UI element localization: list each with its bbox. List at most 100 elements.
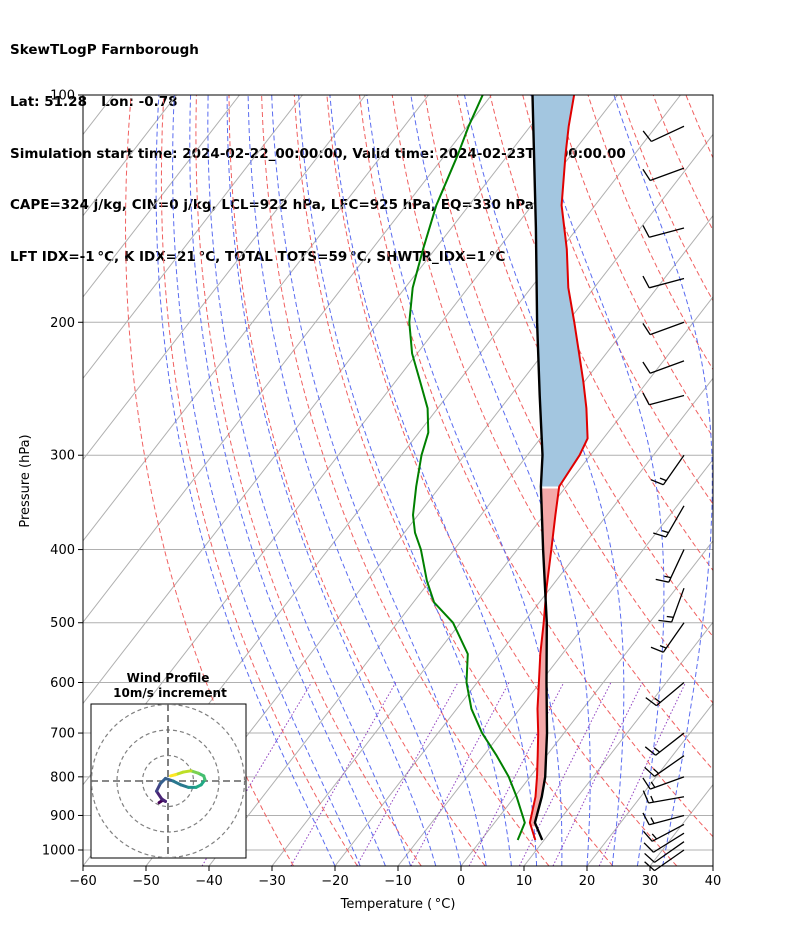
- y-axis-label: Pressure (hPa): [18, 434, 33, 527]
- wind-barb-flag: [644, 746, 657, 756]
- wind-barb-flag: [653, 532, 667, 538]
- wind-barb: [644, 849, 685, 872]
- y-tick-label: 700: [50, 727, 75, 742]
- wind-barb-flag: [642, 323, 651, 335]
- x-tick-label: 20: [579, 874, 596, 889]
- dry-adiabat: [652, 95, 713, 232]
- dry-adiabat: [587, 95, 713, 371]
- wind-barb-flag: [642, 812, 650, 826]
- isotherm-line: [271, 296, 713, 866]
- y-tick-label: 500: [50, 616, 75, 631]
- wind-barb-shaft: [649, 227, 685, 238]
- moist-adiabat: [155, 95, 336, 866]
- wind-barb-half-flag: [666, 615, 674, 618]
- x-tick-label: 10: [516, 874, 533, 889]
- wind-barb-flag: [642, 225, 650, 238]
- wind-barb-flag: [650, 479, 664, 486]
- isotherm-line: [208, 214, 713, 866]
- wind-barbs: [642, 125, 685, 872]
- wind-barb-half-flag: [650, 817, 655, 824]
- mixing-ratio-line: [598, 682, 687, 866]
- wind-barb-flag: [645, 697, 657, 707]
- wind-barb-flag: [642, 830, 653, 842]
- y-tick-label: 600: [50, 676, 75, 691]
- x-tick-label: −20: [321, 874, 348, 889]
- hodograph-inset: Wind Profile 10m/s increment: [90, 671, 247, 859]
- x-tick-label: −30: [258, 874, 285, 889]
- y-tick-label: 100: [50, 89, 75, 104]
- isotherm-line: [523, 621, 713, 866]
- isotherm-line: [712, 865, 713, 866]
- hodograph-title: Wind Profile: [127, 671, 210, 685]
- dry-adiabat: [784, 95, 794, 866]
- wind-barb-shaft: [649, 394, 685, 406]
- dry-adiabat: [228, 95, 486, 866]
- wind-barb: [642, 360, 685, 374]
- wind-barb-shaft: [649, 814, 685, 826]
- hodograph-trace-segment: [155, 789, 164, 801]
- wind-barb-shaft: [648, 796, 685, 804]
- wind-barb: [643, 832, 685, 853]
- wind-barb-half-flag: [650, 781, 656, 788]
- temperature-line: [528, 95, 589, 841]
- dry-adiabat: [620, 95, 713, 302]
- wind-barb-shaft: [665, 505, 685, 538]
- wind-barb-shaft: [662, 622, 685, 653]
- dry-adiabat: [160, 95, 358, 866]
- moist-adiabat: [613, 95, 713, 866]
- isotherm-line: [83, 95, 555, 705]
- y-axis-ticks: 100 200 300 400 500 600 700 800 900 1000: [42, 89, 83, 859]
- wind-barb-shaft: [651, 125, 685, 143]
- dry-adiabat: [359, 95, 713, 838]
- moist-adiabat: [247, 95, 462, 866]
- isotherm-line: [397, 458, 713, 866]
- wind-barb-flag: [642, 790, 650, 804]
- wind-barb-shaft: [649, 321, 685, 336]
- wind-barb: [658, 587, 685, 623]
- y-tick-label: 400: [50, 543, 75, 558]
- x-axis-label: Temperature ( °C): [340, 897, 456, 912]
- dry-adiabat: [685, 95, 713, 159]
- y-tick-label: 1000: [42, 844, 75, 859]
- wind-barb-shaft: [654, 841, 685, 863]
- dry-adiabat: [751, 95, 794, 866]
- moist-adiabat: [298, 95, 512, 866]
- wind-barb: [642, 125, 685, 143]
- dry-adiabat: [124, 95, 294, 866]
- dry-adiabat: [719, 95, 794, 866]
- simulation-time-line: Simulation start time: 2024-02-22_00:00:…: [10, 145, 626, 162]
- isotherm-line: [586, 702, 713, 866]
- x-tick-label: −50: [132, 874, 159, 889]
- chart-header: SkewTLogP Farnborough Lat: 51.28 Lon: -0…: [10, 8, 626, 283]
- moist-adiabat: [329, 95, 538, 866]
- wind-barb-half-flag: [653, 747, 660, 753]
- dry-adiabat: [554, 95, 713, 438]
- mixing-ratio-line: [518, 682, 612, 866]
- wind-barb-half-flag: [654, 697, 661, 703]
- x-tick-label: 40: [705, 874, 722, 889]
- wind-barb: [642, 275, 685, 289]
- wind-barb-shaft: [651, 823, 685, 842]
- isotherm-line: [83, 95, 240, 298]
- wind-barb: [642, 321, 685, 336]
- wind-barb-half-flag: [650, 795, 655, 803]
- wind-barb: [653, 505, 685, 538]
- dry-adiabat: [293, 95, 614, 866]
- profile-lines: [408, 95, 589, 841]
- parcel-line: [531, 95, 549, 841]
- isotherm-line: [776, 95, 794, 866]
- index-line: LFT IDX=-1 °C, K IDX=21 °C, TOTAL TOTS=5…: [10, 248, 506, 265]
- wind-barb-half-flag: [659, 477, 667, 482]
- wind-barb-flag: [642, 130, 652, 142]
- isotherm-line: [460, 540, 713, 866]
- mixing-ratio-line: [410, 682, 510, 866]
- wind-barb: [642, 167, 685, 182]
- wind-barb-shaft: [671, 587, 685, 623]
- wind-barb-half-flag: [653, 768, 660, 774]
- dewpoint-line: [408, 95, 526, 841]
- wind-barb-shaft: [656, 682, 685, 707]
- wind-barb: [644, 841, 685, 863]
- moist-adiabat: [271, 95, 487, 866]
- wind-barb: [642, 812, 685, 826]
